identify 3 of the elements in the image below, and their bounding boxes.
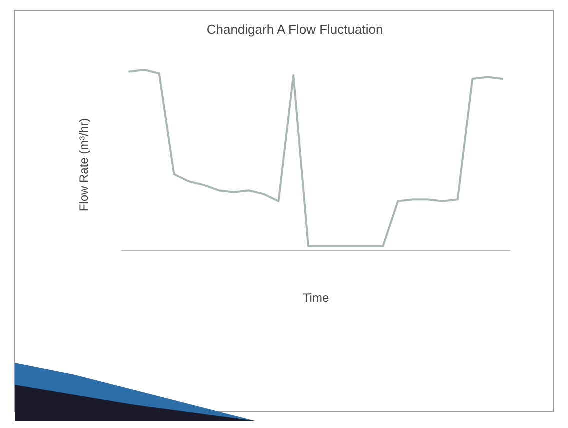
chart-title: Chandigarh A Flow Fluctuation	[206, 22, 384, 37]
x-axis-title: Time	[302, 291, 330, 305]
y-axis-title: Flow Rate (m³/hr)	[77, 118, 91, 212]
